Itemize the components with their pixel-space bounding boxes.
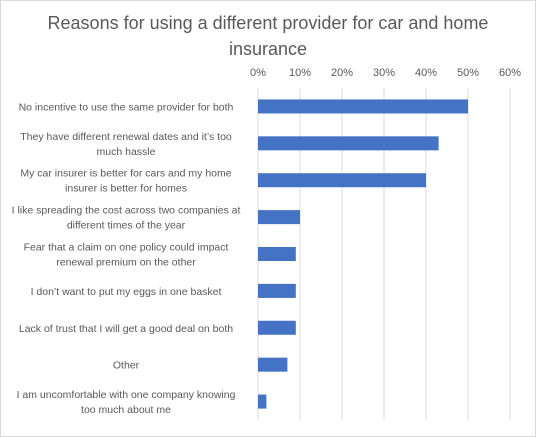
bar <box>258 99 468 114</box>
bar <box>258 320 296 335</box>
category-label: They have different renewal dates and it… <box>20 131 232 143</box>
chart-title: Reasons for using a different provider f… <box>47 13 489 59</box>
bars <box>258 99 468 409</box>
category-label: Lack of trust that I will get a good dea… <box>19 323 233 335</box>
bar <box>258 136 439 151</box>
tick-label: 10% <box>289 67 311 79</box>
category-label: much hassle <box>97 146 156 158</box>
bar <box>258 173 426 188</box>
category-label: renewal premium on the other <box>56 257 196 269</box>
category-label: No incentive to use the same provider fo… <box>19 101 234 113</box>
category-label: My car insurer is better for cars and my… <box>20 168 231 180</box>
category-label: Other <box>113 360 140 372</box>
bar <box>258 283 296 298</box>
category-label: different times of the year <box>67 220 186 232</box>
category-label: I am uncomfortable with one company know… <box>17 389 236 401</box>
x-axis-tick-labels: 0% 10% 20% 30% 40% 50% 60% <box>250 67 521 79</box>
tick-label: 40% <box>415 67 437 79</box>
tick-label: 60% <box>499 67 521 79</box>
category-labels: No incentive to use the same provider fo… <box>12 101 241 416</box>
bar <box>258 357 288 372</box>
bar <box>258 210 300 225</box>
bar <box>258 394 267 409</box>
tick-label: 20% <box>331 67 353 79</box>
category-label: I don’t want to put my eggs in one baske… <box>31 286 222 298</box>
category-label: I like spreading the cost across two com… <box>12 205 241 217</box>
tick-label: 0% <box>250 67 266 79</box>
tick-label: 30% <box>373 67 395 79</box>
bar <box>258 246 296 262</box>
tick-label: 50% <box>457 67 479 79</box>
category-label: Fear that a claim on one policy could im… <box>24 242 229 254</box>
category-label: insurer is better for homes <box>65 183 187 195</box>
category-label: too much about me <box>81 404 171 416</box>
